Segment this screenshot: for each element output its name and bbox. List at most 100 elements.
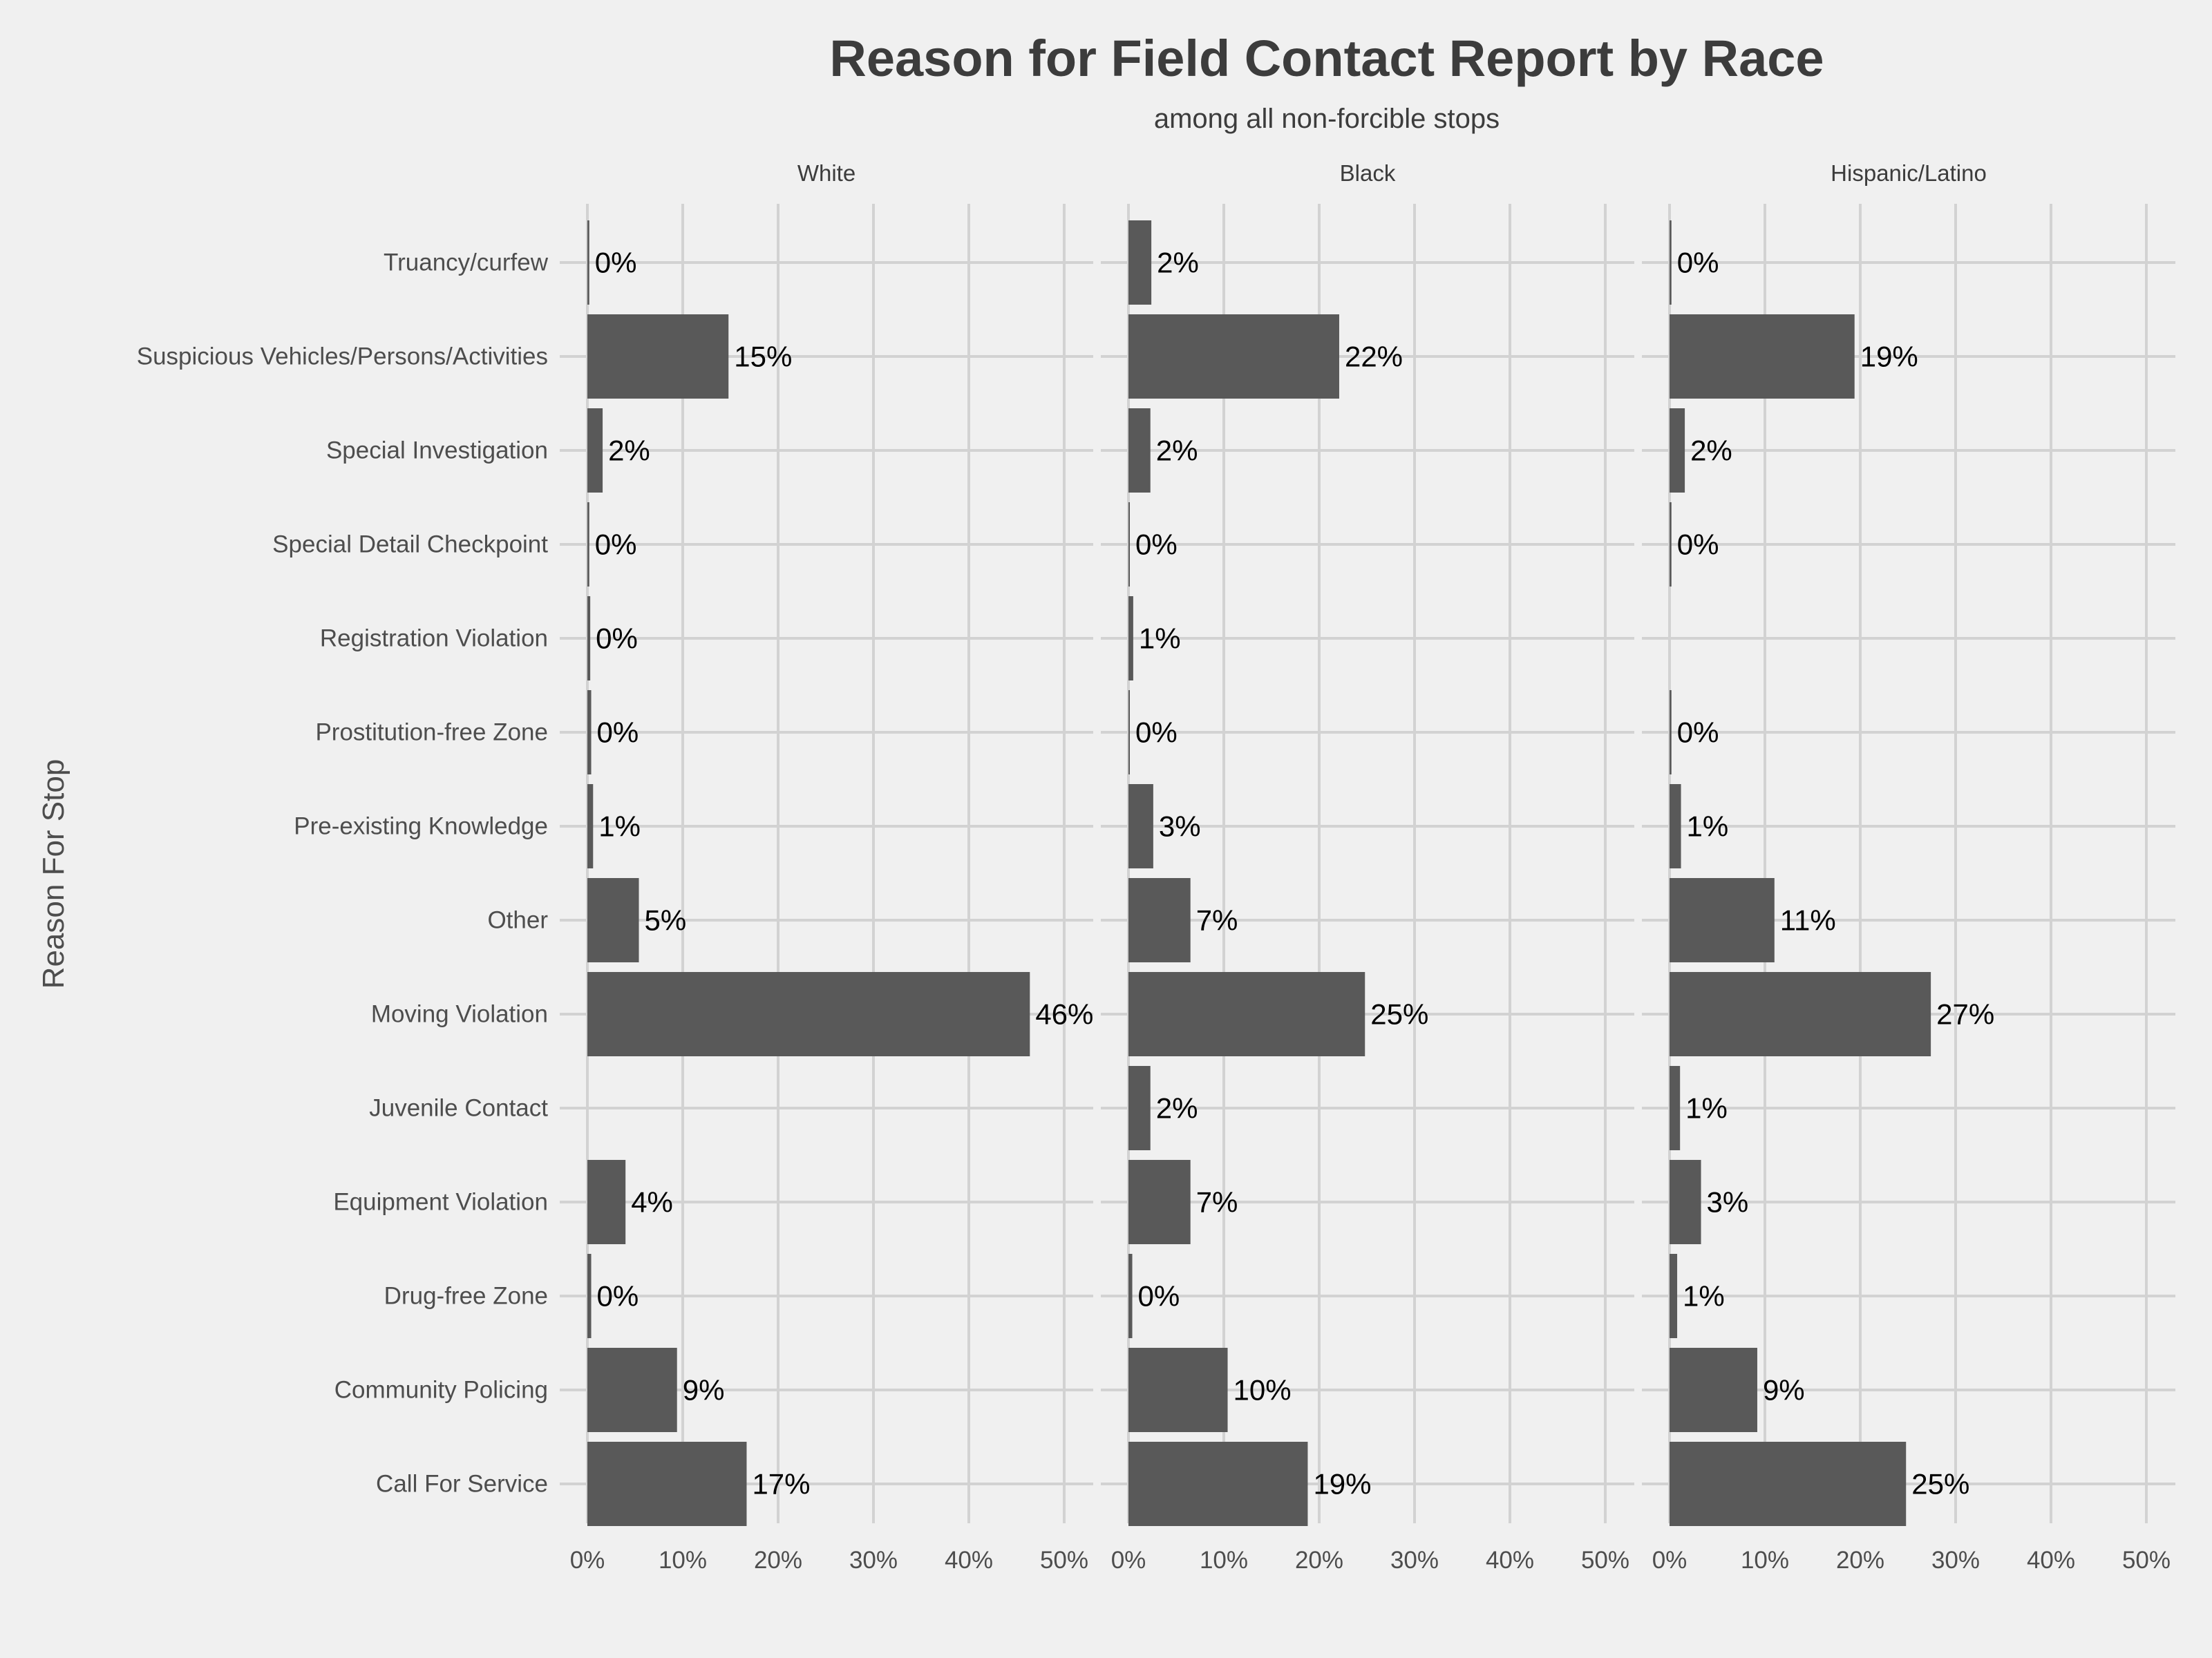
category-label-community-policing: Community Policing	[334, 1377, 548, 1404]
x-tick-label-black-50: 50%	[1581, 1547, 1629, 1574]
bar-white-equipment-violation	[587, 1160, 626, 1244]
data-label-hispanic-latino-drug-free-zone: 1%	[1683, 1280, 1725, 1313]
data-label-hispanic-latino-community-policing: 9%	[1763, 1374, 1805, 1407]
bar-white-special-detail-checkpoint	[587, 502, 589, 587]
data-label-white-community-policing: 9%	[683, 1374, 725, 1407]
category-label-juvenile-contact: Juvenile Contact	[369, 1095, 548, 1122]
x-tick-label-hispanic-latino-50: 50%	[2122, 1547, 2171, 1574]
data-label-black-equipment-violation: 7%	[1196, 1186, 1238, 1219]
data-label-black-pre-existing-knowledge: 3%	[1159, 810, 1201, 843]
facet-label-hispanic-latino: Hispanic/Latino	[1831, 160, 1987, 186]
bar-white-truancy-curfew	[587, 220, 589, 305]
data-label-black-prostitution-free-zone: 0%	[1135, 716, 1178, 749]
data-label-hispanic-latino-other: 11%	[1780, 904, 1836, 937]
data-label-hispanic-latino-pre-existing-knowledge: 1%	[1687, 810, 1729, 843]
data-label-black-moving-violation: 25%	[1370, 998, 1428, 1031]
category-label-pre-existing-knowledge: Pre-existing Knowledge	[294, 813, 548, 840]
facet-label-white: White	[797, 160, 856, 186]
data-label-hispanic-latino-moving-violation: 27%	[1936, 998, 1994, 1031]
x-tick-label-hispanic-latino-10: 10%	[1741, 1547, 1789, 1574]
data-label-hispanic-latino-suspicious-vehicles-persons-activities: 19%	[1860, 341, 1918, 373]
bar-black-call-for-service	[1128, 1442, 1308, 1526]
x-tick-label-white-10: 10%	[659, 1547, 707, 1574]
data-label-hispanic-latino-special-detail-checkpoint: 0%	[1677, 528, 1719, 561]
category-label-registration-violation: Registration Violation	[320, 625, 548, 652]
bar-black-registration-violation	[1128, 596, 1133, 680]
data-label-white-prostitution-free-zone: 0%	[597, 716, 639, 749]
category-label-truancy-curfew: Truancy/curfew	[384, 249, 549, 276]
data-label-black-juvenile-contact: 2%	[1156, 1092, 1198, 1125]
data-label-white-pre-existing-knowledge: 1%	[598, 810, 641, 843]
x-tick-label-white-50: 50%	[1040, 1547, 1088, 1574]
category-label-moving-violation: Moving Violation	[371, 1001, 548, 1028]
bar-hispanic-latino-truancy-curfew	[1670, 220, 1672, 305]
bar-hispanic-latino-moving-violation	[1670, 972, 1931, 1056]
bar-hispanic-latino-equipment-violation	[1670, 1160, 1701, 1244]
x-tick-label-black-0: 0%	[1111, 1547, 1146, 1574]
x-tick-label-white-20: 20%	[754, 1547, 802, 1574]
bar-white-special-investigation	[587, 408, 603, 493]
bar-white-registration-violation	[587, 596, 591, 680]
bar-hispanic-latino-call-for-service	[1670, 1442, 1907, 1526]
bar-black-other	[1128, 878, 1191, 962]
data-label-white-suspicious-vehicles-persons-activities: 15%	[734, 341, 792, 373]
data-label-hispanic-latino-special-investigation: 2%	[1690, 435, 1732, 467]
bar-hispanic-latino-community-policing	[1670, 1348, 1757, 1432]
data-label-hispanic-latino-juvenile-contact: 1%	[1685, 1092, 1728, 1125]
data-label-black-truancy-curfew: 2%	[1157, 247, 1199, 279]
x-tick-label-black-40: 40%	[1486, 1547, 1534, 1574]
bar-hispanic-latino-pre-existing-knowledge	[1670, 784, 1681, 868]
data-label-black-suspicious-vehicles-persons-activities: 22%	[1345, 341, 1403, 373]
data-label-hispanic-latino-truancy-curfew: 0%	[1677, 247, 1719, 279]
data-label-white-moving-violation: 46%	[1035, 998, 1093, 1031]
chart-subtitle: among all non-forcible stops	[1154, 104, 1500, 134]
bar-white-call-for-service	[587, 1442, 747, 1526]
data-label-white-special-investigation: 2%	[608, 435, 650, 467]
bar-hispanic-latino-other	[1670, 878, 1775, 962]
data-label-white-call-for-service: 17%	[752, 1468, 810, 1500]
x-tick-label-hispanic-latino-30: 30%	[1931, 1547, 1980, 1574]
data-label-black-drug-free-zone: 0%	[1138, 1280, 1180, 1313]
bar-black-prostitution-free-zone	[1128, 690, 1130, 774]
category-label-special-detail-checkpoint: Special Detail Checkpoint	[272, 531, 548, 558]
category-label-suspicious-vehicles-persons-activities: Suspicious Vehicles/Persons/Activities	[137, 343, 548, 370]
chart-title: Reason for Field Contact Report by Race	[829, 30, 1824, 87]
category-label-call-for-service: Call For Service	[376, 1471, 548, 1498]
bar-black-drug-free-zone	[1128, 1254, 1133, 1338]
x-tick-label-hispanic-latino-0: 0%	[1652, 1547, 1688, 1574]
data-label-black-call-for-service: 19%	[1313, 1468, 1371, 1500]
bar-hispanic-latino-drug-free-zone	[1670, 1254, 1678, 1338]
data-label-hispanic-latino-call-for-service: 25%	[1911, 1468, 1969, 1500]
x-tick-label-white-40: 40%	[945, 1547, 993, 1574]
bar-white-drug-free-zone	[587, 1254, 592, 1338]
bar-black-pre-existing-knowledge	[1128, 784, 1153, 868]
data-label-white-drug-free-zone: 0%	[597, 1280, 639, 1313]
data-label-white-other: 5%	[645, 904, 687, 937]
x-tick-label-black-30: 30%	[1390, 1547, 1439, 1574]
data-label-black-special-detail-checkpoint: 0%	[1135, 528, 1178, 561]
category-label-other: Other	[487, 907, 548, 934]
bar-black-community-policing	[1128, 1348, 1228, 1432]
bar-white-other	[587, 878, 639, 962]
plot-layer: Truancy/curfew Suspicious Vehicles/Person…	[137, 160, 2175, 1574]
category-label-drug-free-zone: Drug-free Zone	[384, 1283, 548, 1310]
x-tick-label-hispanic-latino-40: 40%	[2027, 1547, 2075, 1574]
data-label-white-special-detail-checkpoint: 0%	[595, 528, 637, 561]
bar-black-equipment-violation	[1128, 1160, 1191, 1244]
bar-black-truancy-curfew	[1128, 220, 1152, 305]
bar-black-special-investigation	[1128, 408, 1151, 493]
bar-black-juvenile-contact	[1128, 1066, 1151, 1150]
y-axis-label: Reason For Stop	[37, 759, 70, 989]
data-label-black-registration-violation: 1%	[1139, 622, 1181, 655]
bar-white-suspicious-vehicles-persons-activities	[587, 314, 729, 399]
bar-white-community-policing	[587, 1348, 677, 1432]
category-label-special-investigation: Special Investigation	[326, 437, 548, 464]
x-tick-label-black-10: 10%	[1200, 1547, 1248, 1574]
x-tick-label-hispanic-latino-20: 20%	[1836, 1547, 1884, 1574]
bar-hispanic-latino-suspicious-vehicles-persons-activities	[1670, 314, 1855, 399]
bar-hispanic-latino-juvenile-contact	[1670, 1066, 1681, 1150]
x-tick-label-black-20: 20%	[1295, 1547, 1343, 1574]
bar-hispanic-latino-special-investigation	[1670, 408, 1685, 493]
